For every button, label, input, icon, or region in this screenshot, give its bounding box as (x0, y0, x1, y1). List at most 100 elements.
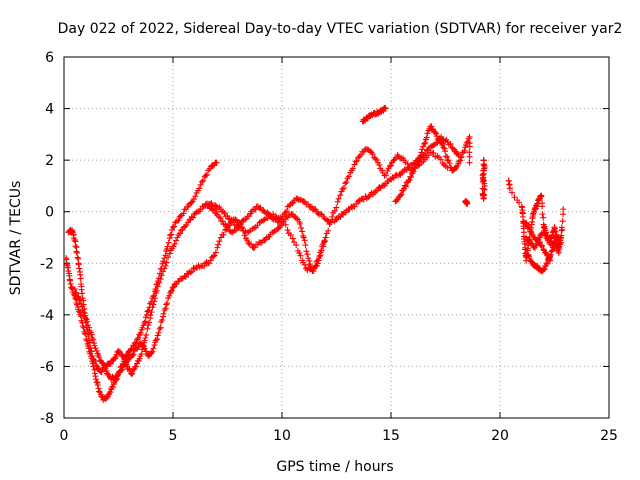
x-tick-label: 25 (600, 428, 618, 444)
data-point (144, 325, 151, 332)
data-point (217, 214, 224, 221)
data-point (151, 298, 158, 305)
data-point (166, 250, 173, 257)
data-point (156, 325, 163, 332)
data-point (68, 285, 75, 292)
data-point (479, 178, 486, 185)
data-point (153, 287, 160, 294)
data-point (479, 185, 486, 192)
data-point (343, 179, 350, 186)
data-point (539, 203, 546, 210)
data-point (89, 353, 96, 360)
data-point (338, 188, 345, 195)
data-point (437, 156, 444, 163)
data-point (541, 229, 548, 236)
data-point (162, 305, 169, 312)
data-point (505, 177, 512, 184)
data-point (240, 227, 247, 234)
data-point (168, 231, 175, 238)
data-point (94, 382, 101, 389)
data-point (420, 143, 427, 150)
data-point (422, 150, 429, 157)
data-point (423, 134, 430, 141)
data-point (160, 258, 167, 265)
chart-title: Day 022 of 2022, Sidereal Day-to-day VTE… (58, 21, 623, 37)
data-point (446, 160, 453, 167)
data-point (136, 355, 143, 362)
data-point (134, 336, 141, 343)
data-point (162, 262, 169, 269)
data-point (75, 308, 82, 315)
data-point (538, 243, 545, 250)
data-point (223, 223, 230, 230)
data-point (137, 329, 144, 336)
data-point (406, 164, 413, 171)
data-point (176, 230, 183, 237)
data-point (76, 297, 83, 304)
data-point (71, 237, 78, 244)
data-point (251, 244, 258, 251)
data-point (175, 217, 182, 224)
data-point (96, 354, 103, 361)
data-point (139, 341, 146, 348)
data-point (120, 353, 127, 360)
data-point (244, 237, 251, 244)
y-tick-label: -8 (40, 411, 54, 427)
data-point (376, 161, 383, 168)
data-point (88, 348, 95, 355)
data-point (558, 239, 565, 246)
data-point (180, 210, 187, 217)
data-point (250, 244, 257, 251)
data-point (547, 257, 554, 264)
data-point (260, 207, 267, 214)
data-point (154, 332, 161, 339)
data-point (148, 309, 155, 316)
data-point (441, 145, 448, 152)
data-point (315, 257, 322, 264)
data-point (76, 296, 83, 303)
data-point (119, 353, 126, 360)
data-point (299, 228, 306, 235)
data-point (88, 331, 95, 338)
data-point (86, 339, 93, 346)
data-point (76, 265, 83, 272)
data-point (541, 266, 548, 273)
data-point (357, 151, 364, 158)
data-point (544, 234, 551, 241)
data-point (129, 370, 136, 377)
data-point (241, 232, 248, 239)
data-point (317, 210, 324, 217)
data-point (523, 220, 530, 227)
data-point (335, 195, 342, 202)
data-point (156, 279, 163, 286)
data-point (202, 172, 209, 179)
data-point (73, 248, 80, 255)
y-tick-label: -4 (40, 308, 54, 324)
data-point (432, 129, 439, 136)
data-point (540, 214, 547, 221)
data-point (379, 167, 386, 174)
data-point (257, 204, 264, 211)
data-point (201, 262, 208, 269)
x-tick-label: 20 (491, 428, 509, 444)
data-point (160, 268, 167, 275)
data-point (164, 300, 171, 307)
data-point (305, 255, 312, 262)
data-point (386, 163, 393, 170)
data-point (63, 256, 70, 263)
data-point (236, 221, 243, 228)
data-point (413, 160, 420, 167)
x-tick-label: 0 (60, 428, 69, 444)
data-point (538, 193, 545, 200)
data-point (143, 331, 150, 338)
data-point (196, 185, 203, 192)
data-point (421, 140, 428, 147)
data-point (225, 215, 232, 222)
data-point (170, 224, 176, 231)
data-point (116, 348, 123, 355)
data-point (188, 199, 195, 206)
data-point (224, 224, 231, 231)
y-tick-label: -6 (40, 359, 54, 375)
data-point (296, 197, 303, 204)
data-point (163, 259, 170, 266)
